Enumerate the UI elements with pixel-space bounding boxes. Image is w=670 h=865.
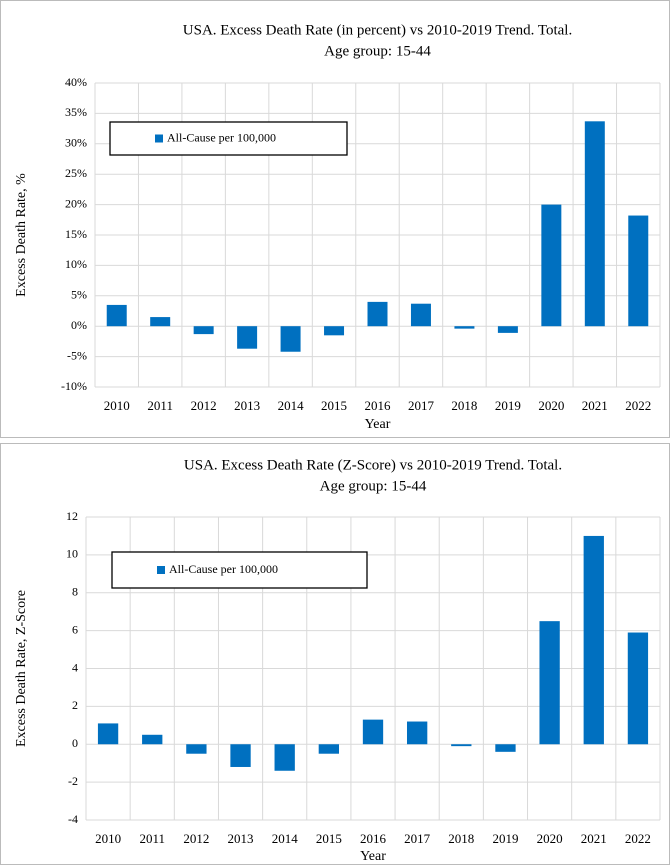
y-tick-label: 20%: [65, 196, 87, 210]
bar: [186, 744, 207, 754]
x-tick-label: 2017: [404, 831, 431, 846]
x-tick-label: 2022: [625, 398, 651, 413]
x-tick-label: 2020: [538, 398, 564, 413]
x-tick-label: 2010: [104, 398, 130, 413]
bar: [583, 535, 604, 745]
x-tick-label: 2012: [191, 398, 217, 413]
x-tick-label: 2020: [537, 831, 563, 846]
x-tick-label: 2011: [147, 398, 173, 413]
x-tick-label: 2015: [321, 398, 347, 413]
x-tick-label: 2014: [272, 831, 299, 846]
y-tick-label: 8: [72, 585, 78, 599]
legend-box: [111, 551, 368, 589]
bar: [497, 326, 518, 333]
bar: [193, 326, 214, 335]
bar: [97, 723, 119, 745]
chart-subtitle: Age group: 15-44: [320, 478, 427, 494]
bar: [628, 215, 649, 327]
chart-subtitle: Age group: 15-44: [324, 43, 431, 59]
y-tick-label: 30%: [65, 136, 87, 150]
y-tick-label: 25%: [65, 166, 87, 180]
x-tick-label: 2014: [278, 398, 305, 413]
y-tick-label: 15%: [65, 227, 87, 241]
x-tick-label: 2016: [365, 398, 392, 413]
y-tick-label: 12: [66, 509, 78, 523]
x-tick-label: 2022: [625, 831, 651, 846]
bar: [237, 326, 258, 349]
legend-label: All-Cause per 100,000: [169, 562, 278, 576]
x-tick-label: 2016: [360, 831, 387, 846]
x-tick-label: 2019: [495, 398, 521, 413]
legend-label: All-Cause per 100,000: [167, 130, 276, 144]
y-tick-label: 35%: [65, 105, 87, 119]
chart-title: USA. Excess Death Rate (in percent) vs 2…: [183, 22, 572, 38]
bar: [362, 719, 384, 745]
x-tick-label: 2012: [183, 831, 209, 846]
bar: [495, 744, 516, 752]
bar: [541, 204, 562, 327]
y-tick-label: -4: [68, 812, 78, 826]
bar: [454, 326, 475, 329]
x-tick-label: 2010: [95, 831, 121, 846]
panel-frame: [0, 443, 670, 865]
y-axis-label: Excess Death Rate, %: [14, 173, 29, 297]
bar: [142, 734, 163, 745]
y-tick-label: -2: [68, 774, 78, 788]
y-tick-label: 10%: [65, 257, 87, 271]
bar: [318, 744, 340, 754]
bar: [280, 326, 301, 352]
y-tick-label: 5%: [71, 288, 87, 302]
bar: [230, 744, 251, 767]
x-tick-label: 2018: [448, 831, 474, 846]
y-tick-label: 4: [72, 660, 78, 674]
bar: [584, 121, 605, 327]
x-tick-label: 2021: [581, 831, 607, 846]
chart-title: USA. Excess Death Rate (Z-Score) vs 2010…: [184, 457, 562, 473]
bar: [324, 326, 345, 336]
y-tick-label: 0: [72, 736, 78, 750]
bar: [410, 303, 431, 327]
y-tick-label: 10: [66, 547, 78, 561]
legend-box: [109, 121, 348, 156]
bar: [150, 317, 171, 327]
panel-frame: [0, 0, 670, 438]
bar: [627, 632, 649, 745]
x-axis-label: Year: [365, 417, 391, 432]
legend-swatch: [155, 134, 163, 143]
y-tick-label: 0%: [71, 318, 87, 332]
x-tick-label: 2015: [316, 831, 342, 846]
y-tick-label: -5%: [67, 348, 87, 362]
y-tick-label: 40%: [65, 75, 87, 89]
x-tick-label: 2018: [451, 398, 477, 413]
bar: [274, 744, 295, 771]
x-tick-label: 2021: [582, 398, 608, 413]
bar: [367, 301, 388, 327]
x-tick-label: 2011: [139, 831, 165, 846]
bar: [451, 744, 472, 747]
x-tick-label: 2019: [492, 831, 518, 846]
x-axis-label: Year: [360, 849, 386, 864]
x-tick-label: 2013: [228, 831, 254, 846]
y-tick-label: 2: [72, 698, 78, 712]
bar: [539, 621, 560, 745]
y-tick-label: 6: [72, 622, 78, 636]
legend-swatch: [157, 566, 165, 574]
bar: [406, 721, 428, 745]
y-axis-label: Excess Death Rate, Z-Score: [14, 590, 29, 747]
y-tick-label: -10%: [61, 379, 87, 393]
bar: [106, 304, 127, 327]
x-tick-label: 2017: [408, 398, 435, 413]
x-tick-label: 2013: [234, 398, 260, 413]
